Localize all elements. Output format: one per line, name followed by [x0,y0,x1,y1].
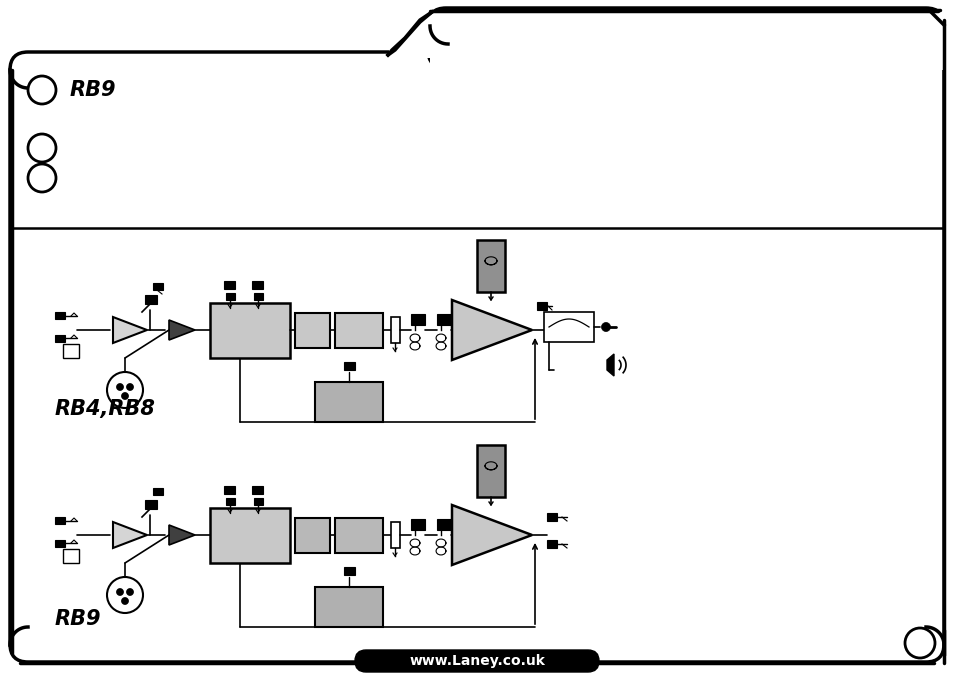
Bar [252,485,263,493]
Bar [55,335,65,342]
Circle shape [127,383,133,391]
Circle shape [116,383,123,391]
Bar [63,344,79,358]
Polygon shape [112,317,147,343]
Circle shape [28,164,56,192]
Bar [389,10,434,58]
Text: RB9: RB9 [55,609,101,629]
Bar [436,314,451,325]
Bar [546,540,557,548]
Bar [55,517,65,524]
Polygon shape [112,522,147,548]
Bar [436,519,451,530]
Text: www.Laney.co.uk: www.Laney.co.uk [409,654,544,668]
Polygon shape [452,505,532,565]
FancyBboxPatch shape [10,52,943,662]
Bar [224,485,234,493]
Circle shape [28,134,56,162]
Polygon shape [169,320,194,340]
Bar [210,508,290,562]
FancyBboxPatch shape [355,650,598,672]
Bar [430,50,941,70]
Bar [224,281,234,288]
Bar [543,312,594,342]
Bar [344,362,355,370]
Polygon shape [169,525,194,545]
Bar [55,540,65,547]
Bar [152,488,163,495]
Bar [335,518,382,553]
Bar [294,313,330,348]
Polygon shape [452,300,532,360]
Bar [145,295,157,304]
Bar [537,302,546,310]
Bar [335,313,382,348]
Bar [546,513,557,521]
Bar [476,240,504,292]
Text: RB4,RB8: RB4,RB8 [55,399,155,419]
Bar [344,567,355,575]
Bar [226,292,234,300]
Bar [411,314,424,325]
Bar [152,283,163,290]
Circle shape [107,372,143,408]
Bar [294,518,330,553]
Bar [253,497,263,504]
Bar [252,281,263,288]
Circle shape [127,589,133,595]
Bar [390,11,929,53]
Circle shape [116,589,123,595]
FancyBboxPatch shape [428,8,943,68]
Circle shape [107,577,143,613]
Text: RB9: RB9 [70,80,116,100]
Bar [314,587,382,627]
Bar [226,497,234,504]
Circle shape [121,597,129,605]
Bar [914,10,953,70]
Bar [253,292,263,300]
Bar [314,382,382,422]
Circle shape [904,628,934,658]
Bar [391,317,399,343]
Bar [476,445,504,497]
Bar [63,549,79,563]
Bar [210,302,290,358]
Circle shape [28,76,56,104]
Bar [145,500,157,509]
Circle shape [121,392,129,400]
Bar [411,519,424,530]
Bar [55,312,65,319]
Circle shape [601,323,610,331]
Bar [391,522,399,548]
Polygon shape [606,354,614,376]
